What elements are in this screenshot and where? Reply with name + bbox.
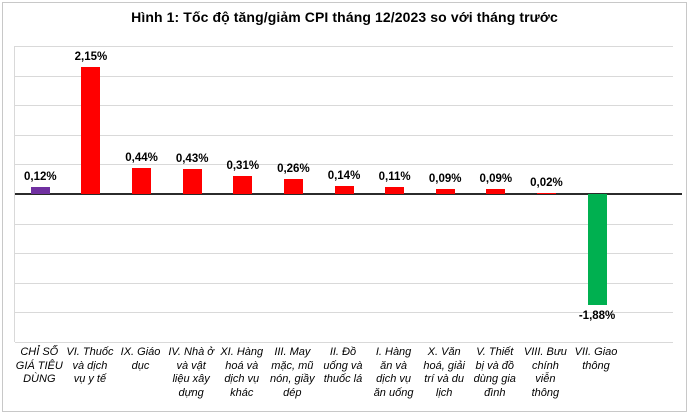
category-label: I. Hàng ăn và dịch vụ ăn uống — [373, 346, 414, 399]
bar-8 — [385, 187, 405, 194]
value-label: 0,12% — [23, 170, 57, 183]
category-label: V. Thiết bị và đồ dùng gia đình — [473, 346, 516, 399]
bar-4 — [182, 168, 202, 194]
gridline — [15, 282, 673, 284]
bar-9 — [435, 188, 455, 194]
category-label: IV. Nhà ở và vật liệu xây dựng — [168, 346, 214, 399]
value-label: 0,11% — [378, 171, 411, 184]
bar-2 — [81, 66, 101, 194]
bar-6 — [283, 178, 303, 194]
value-label: 0,09% — [479, 172, 513, 185]
bar-1 — [30, 186, 50, 194]
value-label: 0,43% — [175, 152, 209, 165]
gridline — [15, 46, 673, 47]
category-label: VIII. Bưu chính viễn thông — [523, 346, 567, 399]
bar-12 — [587, 194, 607, 306]
gridline — [15, 312, 673, 314]
bar-10 — [486, 188, 506, 194]
category-label: CHỈ SỐ GIÁ TIÊU DÙNG — [15, 346, 63, 385]
category-empty-slot — [621, 346, 672, 400]
gridline — [15, 75, 673, 77]
value-label: 2,15% — [74, 50, 108, 63]
category-label: II. Đồ uống và thuốc lá — [323, 346, 363, 385]
bar-11 — [536, 192, 556, 194]
category-label: VI. Thuốc và dịch vụ y tế — [66, 346, 114, 385]
zero-baseline — [15, 193, 682, 195]
gridline — [15, 223, 673, 225]
category-label: XI. Hàng hoá và dịch vụ khác — [220, 346, 264, 399]
value-label: 0,02% — [530, 176, 563, 189]
value-label: 0,31% — [226, 159, 260, 172]
value-label: 0,44% — [125, 151, 158, 164]
value-label: 0,09% — [428, 172, 462, 185]
plot-area: 0,12% 2,15% 0,44% 0,43% 0,31% 0,26% 0,14% 0,11%… — [14, 46, 682, 343]
value-label: 0,26% — [277, 162, 310, 175]
value-label: -1,88% — [578, 310, 616, 323]
category-label: IX. Giáo dục — [120, 346, 161, 372]
chart-title: Hình 1: Tốc độ tăng/giảm CPI tháng 12/20… — [131, 9, 558, 25]
gridline — [15, 164, 673, 166]
gridline — [15, 342, 673, 343]
bar-7 — [334, 185, 354, 194]
category-label: III. May mặc, mũ nón, giầy dép — [270, 346, 315, 399]
gridline — [15, 253, 673, 255]
bar-3 — [132, 167, 152, 194]
category-label: X. Văn hoá, giải trí và du lịch — [423, 346, 465, 399]
category-axis: CHỈ SỐ GIÁ TIÊU DÙNG VI. Thuốc và dịch vụ… — [14, 346, 672, 400]
gridline — [15, 105, 673, 107]
bar-5 — [233, 175, 253, 194]
category-label: VII. Giao thông — [574, 346, 618, 372]
value-label: 0,14% — [327, 169, 361, 182]
gridline — [15, 134, 673, 136]
chart-frame — [2, 2, 687, 412]
